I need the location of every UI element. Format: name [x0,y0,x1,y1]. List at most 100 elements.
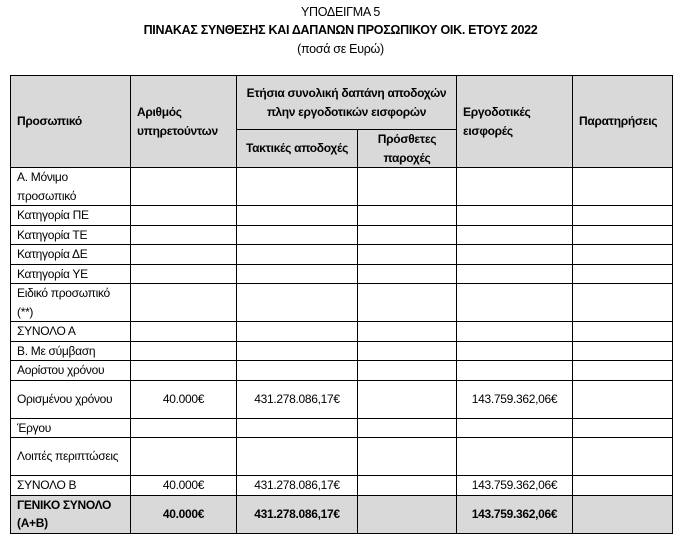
cell-regular [236,244,358,265]
cell-count: 40.000€ [130,379,237,419]
cell-employer [456,340,573,361]
header-remarks: Παρατηρήσεις [572,75,673,168]
cell-regular: 431.278.086,17€ [236,494,358,534]
cell-employer [456,205,573,226]
cell-regular [236,417,358,438]
cell-regular [236,437,358,476]
cell-label: Ειδικό προσωπικό (**) [10,283,131,322]
cell-label: Κατηγορία ΥΕ [10,263,131,284]
cell-employer [456,437,573,476]
header-additional-benefits: Πρόσθετες παροχές [357,129,457,168]
cell-label: Α. Μόνιμο προσωπικό [10,167,131,206]
cell-additional [357,224,457,245]
header-personnel: Προσωπικό [10,75,131,168]
cell-regular [236,205,358,226]
cell-remarks [572,283,673,322]
cell-employer: 143.759.362,06€ [456,379,573,419]
cell-remarks [572,321,673,342]
cell-additional [357,263,457,284]
cell-additional [357,494,457,534]
cell-additional [357,360,457,381]
cell-additional [357,321,457,342]
cell-remarks [572,379,673,419]
unit-note: (ποσά σε Ευρώ) [297,42,384,56]
cell-remarks [572,437,673,476]
cell-count [130,167,237,206]
cell-employer [456,283,573,322]
table-row: Έργου [10,417,673,438]
cell-count [130,417,237,438]
cell-remarks [572,475,673,496]
cell-regular: 431.278.086,17€ [236,379,358,419]
cell-count [130,263,237,284]
table-row: Κατηγορία ΥΕ [10,263,673,284]
cell-label: Β. Με σύμβαση [10,340,131,361]
cell-count [130,360,237,381]
table-row: ΓΕΝΙΚΟ ΣΥΝΟΛΟ (Α+Β) 40.000€ 431.278.086,17… [10,494,673,534]
cell-remarks [572,167,673,206]
cell-label: Κατηγορία ΤΕ [10,224,131,245]
cell-employer [456,263,573,284]
cell-count [130,224,237,245]
cell-count [130,283,237,322]
cell-regular [236,321,358,342]
cell-employer [456,321,573,342]
cell-additional [357,205,457,226]
cell-count: 40.000€ [130,494,237,534]
table-row: Ειδικό προσωπικό (**) [10,283,673,322]
table-row: Κατηγορία ΤΕ [10,224,673,245]
cell-additional [357,437,457,476]
table-row: ΣΥΝΟΛΟ Β 40.000€ 431.278.086,17€ 143.759.36… [10,475,673,496]
cell-count [130,244,237,265]
cell-count [130,340,237,361]
cell-employer [456,417,573,438]
cell-regular [236,360,358,381]
cell-label: Λοιπές περιπτώσεις [10,437,131,476]
cell-label: Έργου [10,417,131,438]
table-row: Ορισμένου χρόνου 40.000€ 431.278.086,17€ 14… [10,379,673,419]
table-row: Κατηγορία ΔΕ [10,244,673,265]
header-count: Αριθμός υπηρετούντων [130,75,237,168]
cell-regular [236,263,358,284]
table-row: Κατηγορία ΠΕ [10,205,673,226]
document-title: ΠΙΝΑΚΑΣ ΣΥΝΘΕΣΗΣ ΚΑΙ ΔΑΠΑΝΩΝ ΠΡΟΣΩΠΙΚΟΥ … [143,23,538,37]
cell-additional [357,379,457,419]
cell-label: Κατηγορία ΔΕ [10,244,131,265]
cell-label: Κατηγορία ΠΕ [10,205,131,226]
header-regular-pay: Τακτικές αποδοχές [236,129,358,168]
header-annual-cost: Ετήσια συνολική δαπάνη αποδοχών πλην εργ… [236,75,457,130]
cell-remarks [572,360,673,381]
cell-regular [236,283,358,322]
cell-remarks [572,340,673,361]
cell-remarks [572,205,673,226]
table-row: Αορίστου χρόνου [10,360,673,381]
cell-remarks [572,263,673,284]
cell-label: ΣΥΝΟΛΟ Α [10,321,131,342]
cell-remarks [572,244,673,265]
cell-additional [357,417,457,438]
cell-label: Αορίστου χρόνου [10,360,131,381]
cell-count [130,437,237,476]
cell-label: ΣΥΝΟΛΟ Β [10,475,131,496]
cell-count: 40.000€ [130,475,237,496]
cell-regular [236,224,358,245]
cell-additional [357,167,457,206]
table-row: ΣΥΝΟΛΟ Α [10,321,673,342]
cell-employer [456,360,573,381]
cell-remarks [572,417,673,438]
cell-remarks [572,224,673,245]
cell-regular: 431.278.086,17€ [236,475,358,496]
cell-employer [456,167,573,206]
cell-employer [456,224,573,245]
cell-count [130,205,237,226]
cell-regular [236,167,358,206]
cell-regular [236,340,358,361]
document-subtitle: ΥΠΟΔΕΙΓΜΑ 5 [300,5,381,19]
cell-additional [357,283,457,322]
table-row: Β. Με σύμβαση [10,340,673,361]
cell-employer [456,244,573,265]
cell-remarks [572,494,673,534]
cell-additional [357,475,457,496]
table-row: Α. Μόνιμο προσωπικό [10,167,673,206]
cell-additional [357,340,457,361]
